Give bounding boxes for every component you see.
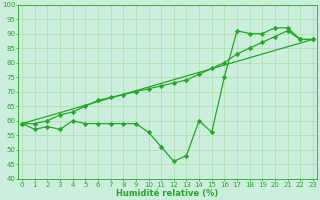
X-axis label: Humidité relative (%): Humidité relative (%) — [116, 189, 219, 198]
